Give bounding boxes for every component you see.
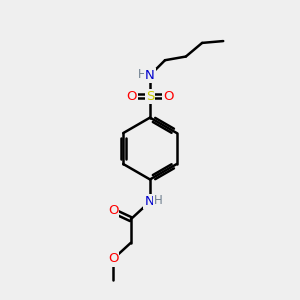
Text: N: N [145,69,155,82]
Text: N: N [145,195,154,208]
Text: H: H [137,68,146,81]
Text: O: O [163,90,173,103]
Text: S: S [146,90,154,103]
Text: O: O [127,90,137,103]
Text: O: O [108,205,119,218]
Text: O: O [108,252,119,266]
Text: H: H [154,194,163,207]
